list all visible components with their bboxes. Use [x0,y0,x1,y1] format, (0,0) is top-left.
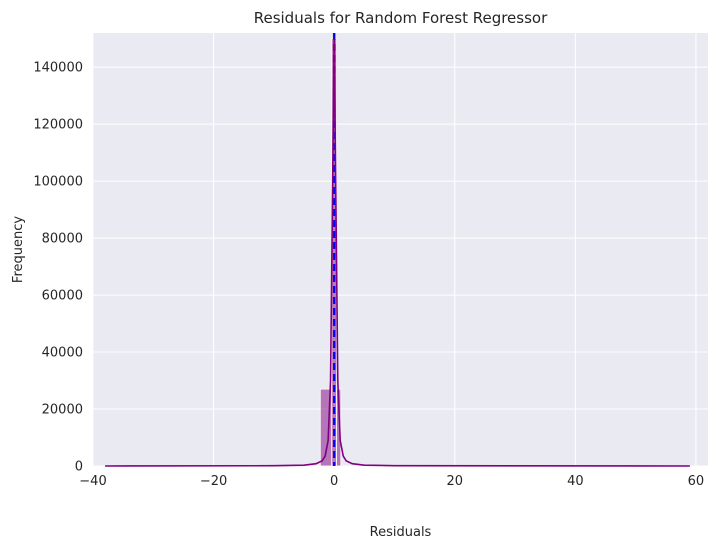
y-tick-label: 140000 [33,61,83,76]
x-tick-label: 0 [330,474,338,489]
x-tick-label: 40 [567,474,584,489]
y-tick-label: 20000 [42,403,83,418]
grid [92,33,708,467]
y-axis-title: Frequency [11,216,26,283]
x-tick-label: −20 [200,474,227,489]
kde-line [105,38,690,467]
x-tick-label: 20 [446,474,463,489]
y-tick-label: 120000 [33,118,83,133]
x-axis-title: Residuals [370,525,432,540]
y-tick-label: 40000 [42,346,83,361]
y-tick-label: 100000 [33,175,83,190]
plot-background [93,33,708,466]
y-tick-label: 0 [75,460,83,475]
y-tick-label: 60000 [42,289,83,304]
x-tick-label: −40 [79,474,106,489]
x-tick-label: 60 [688,474,705,489]
chart-title: Residuals for Random Forest Regressor [254,9,548,27]
y-tick-labels: 0 20000 40000 60000 80000 100000 120000 140000 [33,61,83,475]
x-tick-labels: −40 −20 0 20 40 60 [79,474,704,489]
kde-curve [105,38,690,467]
y-tick-label: 80000 [42,232,83,247]
